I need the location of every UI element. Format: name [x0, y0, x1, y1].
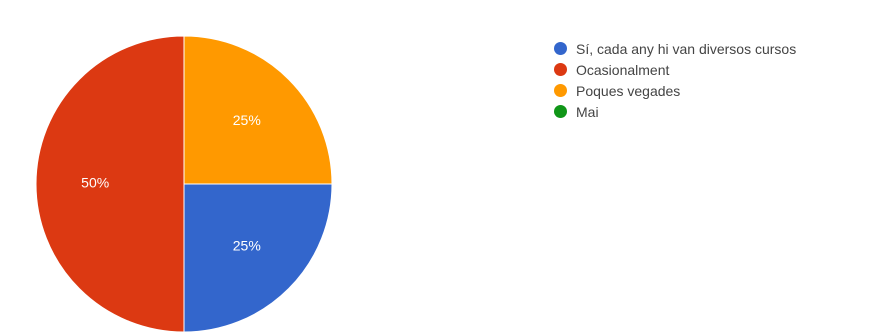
legend-item[interactable]: Poques vegades: [554, 80, 796, 101]
legend-label: Ocasionalment: [576, 61, 670, 78]
legend-label: Poques vegades: [576, 82, 681, 99]
legend-swatch: [554, 42, 567, 55]
legend-label: Sí, cada any hi van diversos cursos: [576, 40, 797, 57]
legend-swatch: [554, 84, 567, 97]
legend-swatch: [554, 105, 567, 118]
pie-slice-label: 50%: [81, 175, 109, 191]
pie-slice[interactable]: [183, 35, 333, 185]
pie-slice-label: 25%: [233, 112, 261, 128]
legend-item[interactable]: Mai: [554, 101, 796, 122]
legend-label: Mai: [576, 103, 599, 120]
pie-slice-labels: 25% 25% 50%: [81, 112, 261, 254]
pie-slice-label: 25%: [233, 237, 261, 253]
pie-slice[interactable]: [183, 183, 333, 333]
pie-slices: [35, 35, 333, 333]
pie-slice[interactable]: [35, 35, 185, 333]
legend-swatch: [554, 63, 567, 76]
chart-legend: Sí, cada any hi van diversos cursos Ocasi…: [554, 38, 796, 122]
legend-item[interactable]: Sí, cada any hi van diversos cursos: [554, 38, 796, 59]
legend-item[interactable]: Ocasionalment: [554, 59, 796, 80]
